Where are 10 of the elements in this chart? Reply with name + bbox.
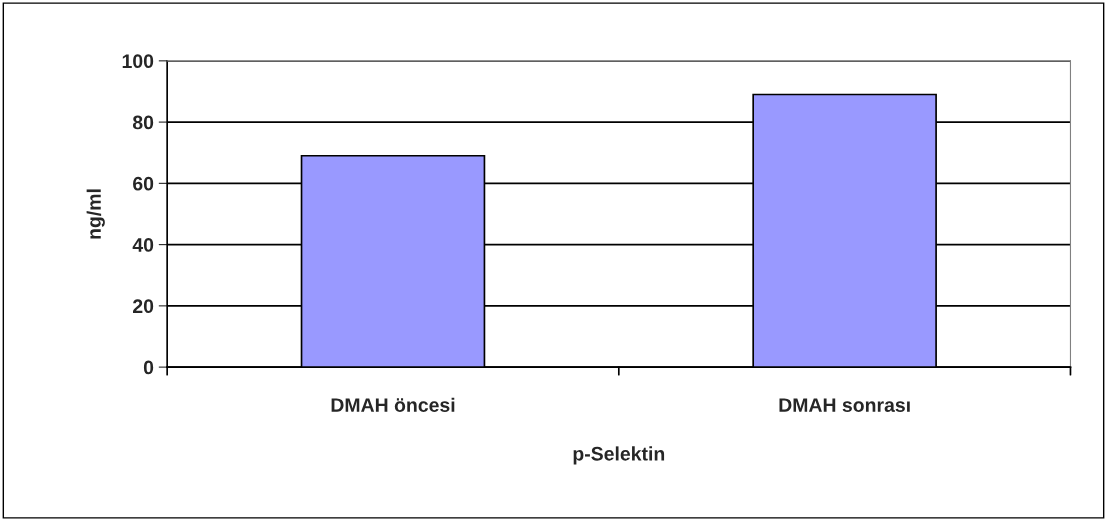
y-tick-label: 60 [133, 176, 154, 191]
x-tick-label: DMAH sonrası [779, 398, 910, 412]
x-tick-label: DMAH öncesi [331, 397, 455, 412]
y-tick-label: 0 [143, 360, 154, 375]
y-tick-label: 100 [122, 54, 154, 69]
x-axis-title: p-Selektin [573, 446, 665, 465]
y-axis-title: ng/ml [86, 189, 105, 239]
y-tick-label: 20 [133, 299, 154, 314]
y-tick-label: 80 [132, 115, 154, 130]
y-tick-label: 40 [132, 238, 154, 252]
